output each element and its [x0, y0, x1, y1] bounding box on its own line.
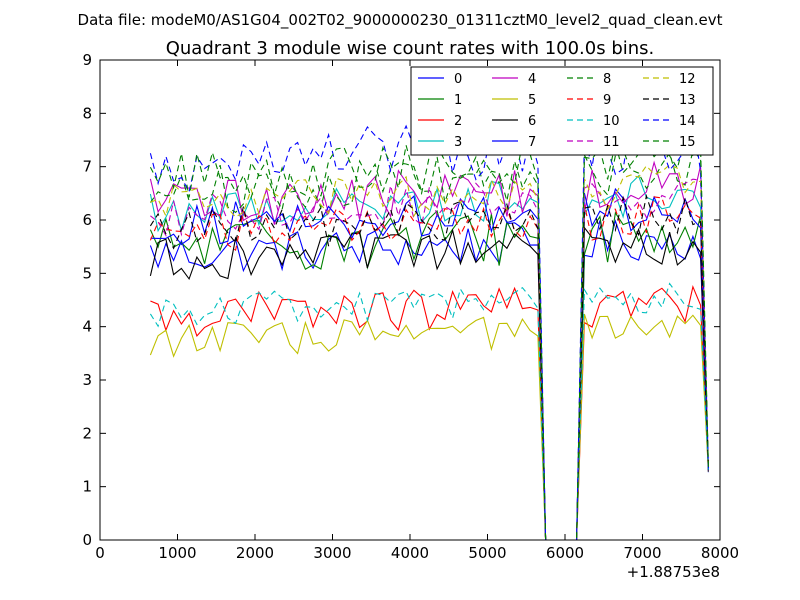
- x-tick-label: 8000: [701, 544, 739, 562]
- x-offset-label: +1.88753e8: [627, 563, 720, 581]
- y-tick-label: 6: [82, 211, 92, 229]
- x-tick-label: 2000: [236, 544, 274, 562]
- x-tick-label: 6000: [546, 544, 584, 562]
- legend-label-5: 5: [528, 93, 536, 108]
- series-line-9: [149, 196, 709, 540]
- legend-label-12: 12: [679, 72, 696, 87]
- series-line-8: [149, 148, 709, 540]
- legend-box: [410, 66, 714, 156]
- series-line-3: [149, 174, 709, 540]
- series-line-7: [150, 187, 709, 540]
- y-tick-label: 1: [82, 478, 92, 496]
- x-tick-label: 1000: [158, 544, 196, 562]
- series-line-6: [149, 226, 709, 540]
- legend-label-1: 1: [454, 93, 462, 108]
- x-axis: 0 1000 2000 3000 4000 5000 6000 7000 8000: [95, 60, 739, 562]
- legend-label-14: 14: [679, 114, 696, 129]
- series-line-11: [150, 178, 709, 540]
- legend-label-9: 9: [603, 93, 611, 108]
- series-line-10: [149, 282, 709, 540]
- suptitle: Data file: modeM0/AS1G04_002T02_90000002…: [78, 11, 723, 30]
- y-tick-label: 7: [82, 158, 92, 176]
- y-tick-label: 9: [82, 51, 92, 69]
- y-tick-label: 0: [82, 531, 92, 549]
- x-tick-label: 0: [95, 544, 105, 562]
- legend-label-0: 0: [454, 72, 462, 87]
- y-tick-label: 4: [82, 318, 92, 336]
- legend-label-11: 11: [603, 135, 620, 150]
- y-tick-label: 8: [82, 104, 92, 122]
- legend-label-6: 6: [528, 114, 536, 129]
- x-tick-label: 3000: [313, 544, 351, 562]
- chart-title: Quadrant 3 module wise count rates with …: [166, 38, 655, 59]
- legend-label-8: 8: [603, 72, 611, 87]
- legend-label-10: 10: [603, 114, 620, 129]
- legend-label-2: 2: [454, 114, 462, 129]
- series-layer: [149, 114, 709, 540]
- series-line-5: [149, 313, 709, 540]
- x-tick-label: 5000: [468, 544, 506, 562]
- legend-label-4: 4: [528, 72, 536, 87]
- legend-label-7: 7: [528, 135, 536, 150]
- legend-label-13: 13: [679, 93, 696, 108]
- x-tick-label: 7000: [623, 544, 661, 562]
- series-line-0: [149, 219, 709, 540]
- legend-label-3: 3: [454, 135, 462, 150]
- y-tick-label: 2: [82, 424, 92, 442]
- y-tick-label: 3: [82, 371, 92, 389]
- series-line-4: [149, 160, 709, 540]
- x-tick-label: 4000: [391, 544, 429, 562]
- legend-label-15: 15: [679, 135, 696, 150]
- y-tick-label: 5: [82, 264, 92, 282]
- series-line-13: [149, 193, 709, 540]
